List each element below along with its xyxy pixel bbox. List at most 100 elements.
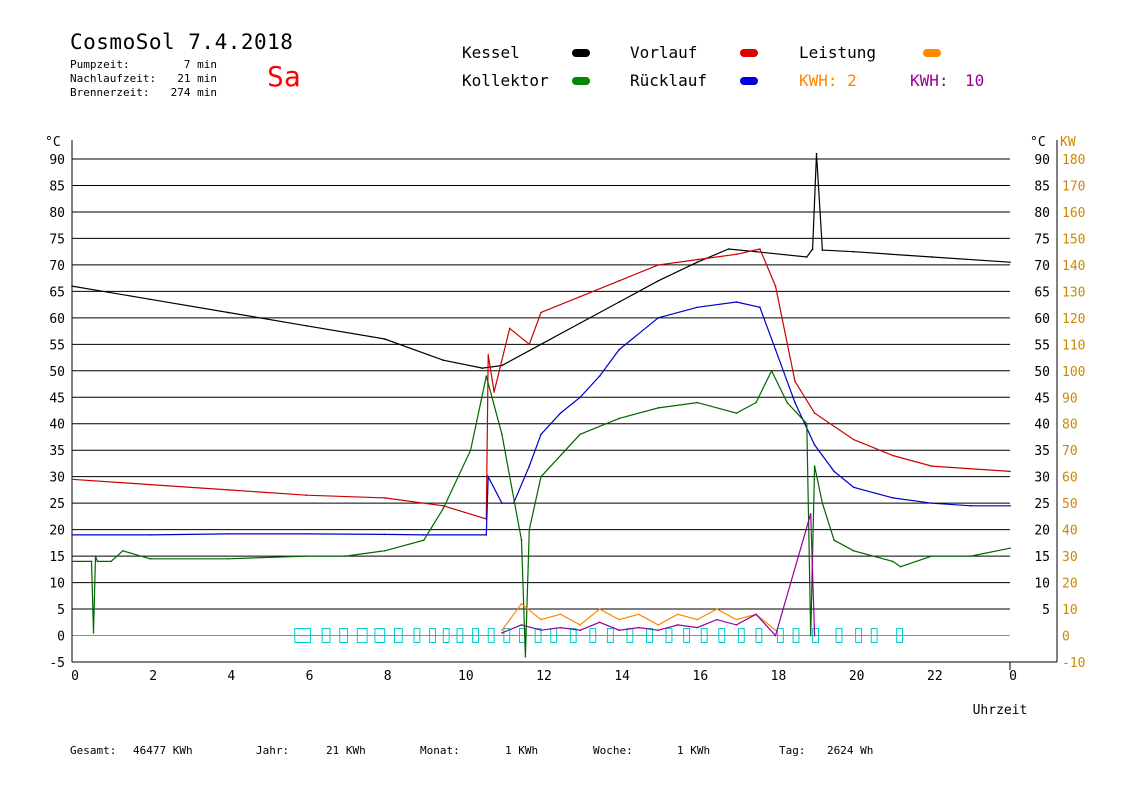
series-point-kollektor [227, 557, 230, 560]
pump-on-marker [393, 628, 403, 644]
series-point-ruecklauf [657, 317, 660, 319]
legend-kwh1: KWH: 2 [799, 71, 857, 90]
series-point-leistung [618, 618, 620, 621]
series-point-vorlauf [696, 258, 699, 261]
pump-on-marker [737, 628, 745, 644]
series-point-kollektor [579, 433, 581, 436]
y-tick-label-right-power: 180 [1062, 153, 1085, 168]
series-point-kwh2 [501, 632, 503, 634]
series-point-vorlauf [508, 327, 511, 330]
series-point-ruecklauf [759, 306, 761, 309]
series-point-vorlauf [579, 295, 581, 298]
y-tick-label-right-temp: 20 [1034, 524, 1050, 539]
y-tick-label-left: 80 [49, 206, 65, 221]
series-point-ruecklauf [422, 534, 425, 536]
y-tick-label-left: 15 [49, 550, 65, 565]
pump-on-marker [812, 628, 819, 644]
series-point-kollektor [899, 565, 902, 568]
series-point-kollektor [809, 634, 812, 637]
y-tick-label-left: 50 [49, 365, 65, 380]
y-tick-label-right-power: 110 [1062, 338, 1085, 353]
stat-nachlaufzeit-label: Nachlaufzeit: [70, 72, 157, 85]
pump-on-marker [487, 628, 495, 644]
y-tick-label-right-temp: 25 [1034, 497, 1050, 512]
y-tick-label-left: 5 [57, 603, 65, 618]
y-tick-label-left: 60 [49, 312, 65, 327]
footer-gesamt-value: 46477 KWh [133, 744, 193, 757]
pump-on-marker [374, 628, 386, 644]
series-point-vorlauf [891, 454, 894, 457]
y-tick-label-right-power: 70 [1062, 444, 1078, 459]
series-point-ruecklauf [970, 505, 972, 507]
legend-kessel-swatch [572, 49, 590, 57]
series-point-kollektor [110, 560, 112, 563]
series-point-kwh2 [735, 624, 738, 626]
y-tick-label-left: 10 [49, 577, 65, 592]
series-point-kollektor [528, 528, 531, 531]
legend-kessel-label: Kessel [462, 43, 520, 62]
series-point-kwh2 [676, 624, 679, 626]
series-point-leistung [501, 629, 503, 632]
series-point-leistung [657, 624, 660, 626]
series-point-ruecklauf [618, 348, 620, 351]
pump-on-marker [589, 628, 597, 644]
legend-kwh2-value: 10 [965, 71, 985, 90]
legend-kollektor-label: Kollektor [462, 71, 549, 90]
y-tick-label-right-temp: 85 [1034, 179, 1050, 194]
legend-kwh2-label: KWH: [910, 71, 949, 90]
y-axis-unit-left: °C [45, 135, 61, 150]
series-point-kessel [579, 322, 581, 324]
series-point-kollektor [305, 555, 308, 557]
series-point-ruecklauf [71, 534, 73, 536]
pump-on-marker [776, 628, 784, 644]
y-tick-label-left: 30 [49, 471, 65, 486]
app-title: CosmoSol 7.4.2018 [70, 30, 294, 54]
series-point-kessel [442, 359, 445, 362]
footer-jahr-value: 21 KWh [326, 744, 366, 757]
series-point-kollektor [442, 507, 445, 510]
series-point-kessel [481, 367, 484, 369]
y-tick-label-right-power: 20 [1062, 577, 1078, 592]
series-point-kwh2 [637, 626, 640, 629]
y-tick-label-left: 35 [49, 444, 65, 459]
series-point-kessel [1009, 261, 1011, 264]
legend-ruecklauf-swatch [740, 77, 758, 85]
legend-leistung-label: Leistung [799, 43, 877, 62]
series-point-kwh2 [520, 624, 523, 626]
series-point-kwh2 [579, 629, 581, 632]
series-point-vorlauf [305, 494, 308, 497]
y-tick-label-right-temp: 65 [1034, 285, 1050, 300]
x-tick-label: 14 [614, 669, 630, 684]
x-tick-label: 0 [71, 669, 79, 684]
y-tick-label-right-power: 170 [1062, 179, 1085, 194]
series-point-kessel [931, 256, 933, 258]
series-point-leistung [598, 608, 601, 610]
stat-pumpzeit-label: Pumpzeit: [70, 58, 130, 71]
series-line-kessel [71, 153, 1011, 369]
pump-on-marker [429, 628, 436, 644]
series-point-kollektor [970, 555, 972, 557]
series-point-kwh2 [598, 621, 601, 624]
series-point-kollektor [891, 560, 894, 563]
series-point-kessel [227, 311, 230, 314]
stat-nachlaufzeit-value: 21 min [177, 72, 217, 85]
pump-on-marker [519, 628, 526, 644]
y-tick-label-left: 45 [49, 391, 65, 406]
y-axis-unit-right-temp: °C [1030, 135, 1046, 150]
pump-on-marker [569, 628, 577, 644]
pump-on-marker [606, 628, 614, 644]
series-point-ruecklauf [487, 475, 490, 478]
y-tick-label-right-temp: 60 [1034, 312, 1050, 327]
series-point-kessel [540, 343, 542, 346]
series-point-kollektor [770, 369, 773, 372]
series-point-ruecklauf [1009, 505, 1011, 507]
series-point-leistung [735, 618, 738, 621]
y-tick-label-right-power: 50 [1062, 497, 1078, 512]
pump-on-marker [792, 628, 800, 644]
series-point-kwh2 [559, 626, 562, 629]
pump-on-marker [835, 628, 843, 644]
y-tick-label-right-power: 130 [1062, 285, 1085, 300]
series-point-leistung [637, 613, 640, 616]
stat-brennerzeit-label: Brennerzeit: [70, 86, 150, 99]
series-point-kollektor [852, 550, 855, 552]
